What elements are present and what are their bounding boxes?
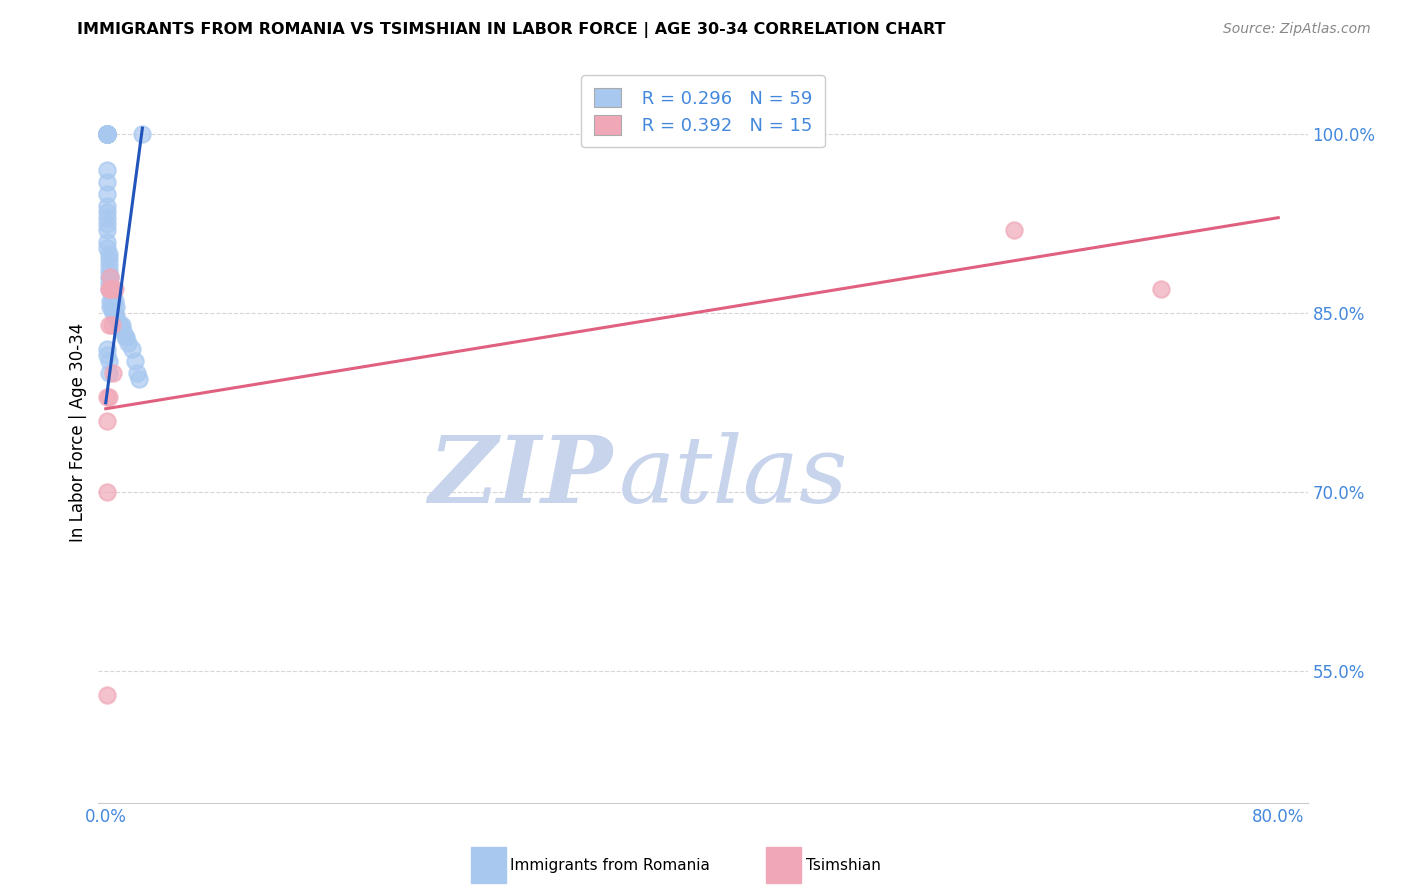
Point [96, 127, 118, 141]
Point [97, 259, 120, 273]
Point [97, 354, 120, 368]
Point [97, 252, 120, 267]
Point [96, 217, 118, 231]
Y-axis label: In Labor Force | Age 30-34: In Labor Force | Age 30-34 [69, 323, 87, 542]
Point [96, 211, 118, 225]
Text: ZIP: ZIP [427, 432, 613, 522]
Point [101, 366, 124, 380]
Point [103, 306, 125, 320]
Point [124, 354, 146, 368]
Point [112, 324, 135, 338]
Point [96, 127, 118, 141]
Point [97, 246, 120, 260]
Text: Tsimshian: Tsimshian [806, 858, 880, 872]
Point [117, 336, 139, 351]
Point [96, 199, 118, 213]
Point [125, 366, 148, 380]
Point [131, 127, 153, 141]
Point [108, 318, 131, 333]
Point [97, 282, 120, 296]
Point [100, 294, 122, 309]
Point [97, 277, 120, 291]
Point [96, 204, 118, 219]
Point [96, 127, 118, 141]
Point [101, 306, 124, 320]
Point [96, 390, 118, 404]
Point [100, 282, 122, 296]
Point [105, 300, 128, 314]
Point [105, 312, 128, 326]
Point [97, 318, 120, 333]
Point [96, 175, 118, 189]
Point [97, 270, 120, 285]
Point [101, 288, 124, 302]
Point [110, 318, 132, 333]
Point [96, 162, 118, 177]
Point [98, 270, 121, 285]
Text: atlas: atlas [619, 432, 848, 522]
Point [97, 366, 120, 380]
Point [96, 127, 118, 141]
Point [96, 127, 118, 141]
Point [96, 241, 118, 255]
Point [100, 282, 122, 296]
Point [100, 282, 122, 296]
Point [100, 300, 122, 314]
Point [107, 312, 129, 326]
Point [98, 300, 121, 314]
Text: IMMIGRANTS FROM ROMANIA VS TSIMSHIAN IN LABOR FORCE | AGE 30-34 CORRELATION CHAR: IMMIGRANTS FROM ROMANIA VS TSIMSHIAN IN … [77, 22, 946, 38]
Point [96, 127, 118, 141]
Point [96, 127, 118, 141]
Point [128, 372, 150, 386]
Point [96, 485, 118, 500]
Point [115, 330, 138, 344]
Point [98, 282, 121, 296]
Point [96, 342, 118, 356]
Point [96, 414, 118, 428]
Point [103, 282, 125, 296]
Point [96, 127, 118, 141]
Point [103, 294, 125, 309]
Point [96, 127, 118, 141]
Point [98, 270, 121, 285]
Point [98, 294, 121, 309]
Point [1004, 222, 1026, 236]
Point [114, 330, 136, 344]
Point [96, 186, 118, 201]
Text: Source: ZipAtlas.com: Source: ZipAtlas.com [1223, 22, 1371, 37]
Point [121, 342, 143, 356]
Point [97, 282, 120, 296]
Point [100, 318, 122, 333]
Point [96, 235, 118, 249]
Point [1150, 282, 1173, 296]
Point [96, 127, 118, 141]
Legend:  R = 0.296   N = 59,  R = 0.392   N = 15: R = 0.296 N = 59, R = 0.392 N = 15 [582, 75, 824, 147]
Point [97, 264, 120, 278]
Point [96, 222, 118, 236]
Point [111, 318, 134, 333]
Point [96, 348, 118, 362]
Point [97, 390, 120, 404]
Point [98, 282, 121, 296]
Point [98, 270, 121, 285]
Point [96, 689, 118, 703]
Text: Immigrants from Romania: Immigrants from Romania [510, 858, 710, 872]
